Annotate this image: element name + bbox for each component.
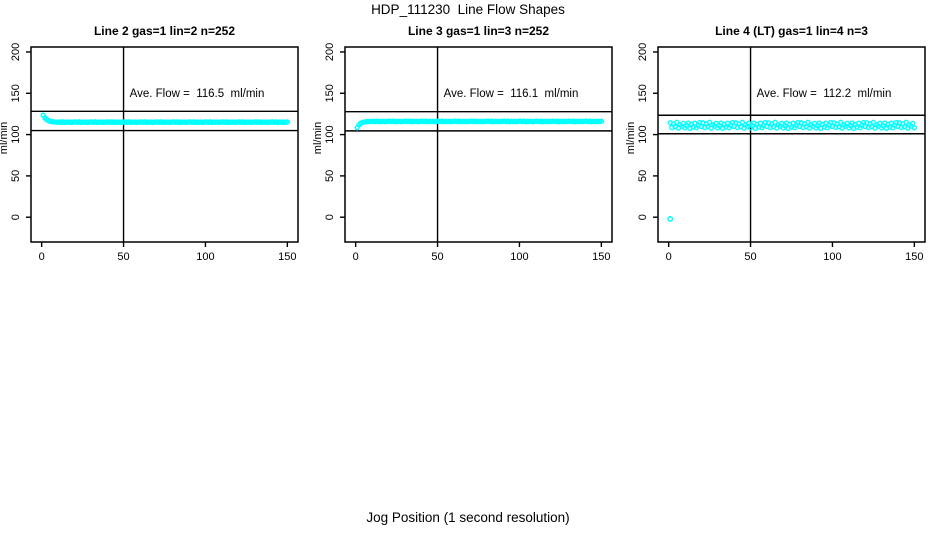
panel-line3-y-axis-label: ml/min: [312, 122, 324, 154]
plot-box: [657, 46, 926, 243]
panel-line4-title: Line 4 (LT) gas=1 lin=4 n=3: [715, 24, 868, 38]
y-tick-label: 100: [637, 125, 649, 143]
panel-line4-plot-area: 0 50 100 150 0 50 100 150 200: [637, 43, 926, 263]
x-tick-label: 150: [278, 251, 296, 263]
y-tick-label: 50: [324, 170, 336, 182]
data-point: [805, 119, 811, 126]
x-tick-label: 50: [431, 251, 443, 263]
panel-line2: Line 2 gas=1 lin=2 n=252 ml/min Ave. Flo…: [0, 24, 299, 263]
data-point: [284, 119, 291, 125]
data-point: [739, 119, 746, 126]
outlier-point: [667, 215, 674, 222]
panel-line4: Line 4 (LT) gas=1 lin=4 n=3 ml/min Ave. …: [625, 24, 926, 263]
panel-line3-plot-area: 0 50 100 150 0 50 100 150 200: [324, 43, 613, 263]
x-tick-label: 0: [666, 251, 672, 263]
panel-line2-y-axis-label: ml/min: [0, 122, 10, 154]
plot-box: [30, 46, 299, 243]
panel-line2-plot-area: 0 50 100 150 0 50 100 150 200: [10, 43, 299, 263]
y-tick-label: 200: [10, 43, 22, 61]
y-tick-label: 50: [10, 170, 22, 182]
data-point: [674, 119, 680, 126]
panel-line2-ave-flow-annotation: Ave. Flow = 116.5 ml/min: [130, 88, 265, 100]
x-tick-label: 150: [592, 251, 610, 263]
panel-line4-y-axis-label: ml/min: [625, 122, 637, 154]
panel-line2-title: Line 2 gas=1 lin=2 n=252: [94, 24, 235, 38]
data-point: [837, 119, 844, 126]
x-tick-label: 0: [39, 251, 45, 263]
data-point: [911, 125, 918, 131]
y-tick-label: 50: [637, 170, 649, 182]
panel-line3: Line 3 gas=1 lin=3 n=252 ml/min Ave. Flo…: [312, 24, 613, 263]
y-tick-label: 0: [637, 214, 649, 220]
y-tick-label: 150: [637, 84, 649, 102]
x-tick-label: 100: [510, 251, 528, 263]
data-point: [903, 119, 909, 126]
x-tick-label: 100: [823, 251, 841, 263]
y-tick-label: 100: [324, 125, 336, 143]
y-tick-label: 150: [324, 84, 336, 102]
x-tick-label: 50: [744, 251, 756, 263]
y-tick-label: 200: [637, 43, 649, 61]
y-tick-label: 200: [324, 43, 336, 61]
y-tick-label: 100: [10, 125, 22, 143]
figure-xlabel: Jog Position (1 second resolution): [366, 510, 570, 525]
data-point: [706, 119, 713, 126]
x-tick-label: 150: [905, 251, 923, 263]
plot-box: [344, 46, 613, 243]
panel-line3-title: Line 3 gas=1 lin=3 n=252: [408, 24, 549, 38]
y-tick-label: 0: [324, 214, 336, 220]
panel-line4-ave-flow-annotation: Ave. Flow = 112.2 ml/min: [757, 88, 892, 100]
x-tick-label: 0: [353, 251, 359, 263]
x-tick-label: 100: [196, 251, 214, 263]
panel-line3-ave-flow-annotation: Ave. Flow = 116.1 ml/min: [444, 88, 579, 100]
y-tick-label: 0: [10, 214, 22, 220]
x-tick-label: 50: [117, 251, 129, 263]
data-point: [598, 118, 605, 124]
y-tick-label: 150: [10, 84, 22, 102]
figure-title: HDP_111230 Line Flow Shapes: [371, 2, 565, 17]
data-point: [910, 120, 916, 127]
data-point: [870, 119, 877, 126]
data-point: [772, 119, 778, 126]
